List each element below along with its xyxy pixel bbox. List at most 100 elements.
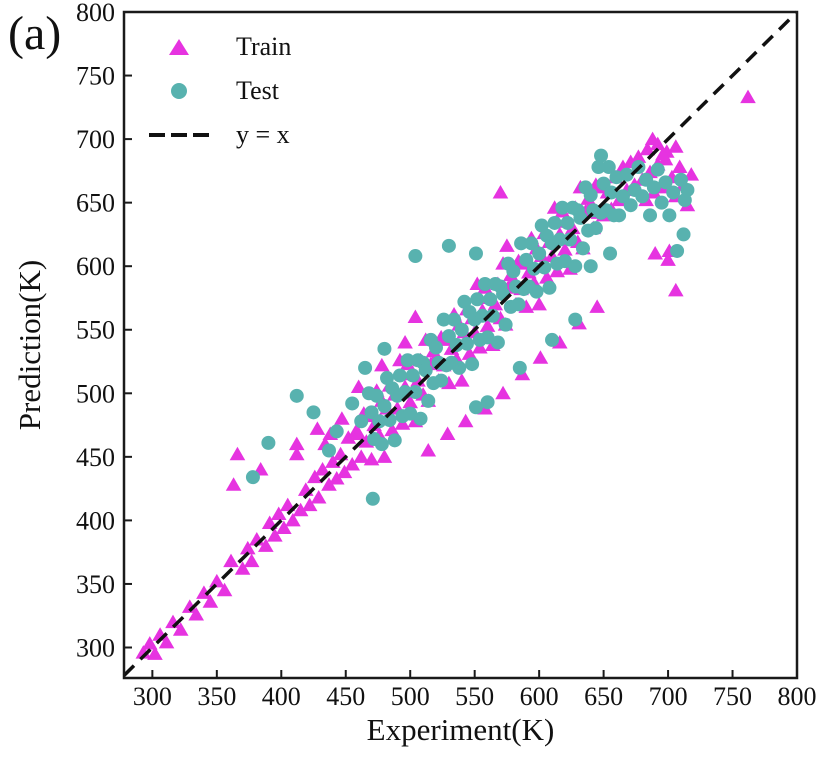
train-point: [660, 252, 676, 266]
train-point: [202, 594, 219, 608]
train-point: [647, 245, 663, 260]
train-point: [258, 538, 274, 552]
test-point: [429, 340, 444, 355]
y-axis-label: Prediction(K): [12, 259, 47, 431]
test-point: [654, 195, 669, 210]
dashed-line-icon: [148, 133, 210, 137]
test-point: [354, 414, 369, 429]
test-point: [372, 414, 387, 429]
test-point: [604, 185, 619, 200]
test-point: [418, 363, 433, 378]
y-tick-label: 650: [76, 189, 115, 218]
test-point: [477, 276, 492, 291]
test-point: [619, 167, 634, 182]
test-point: [483, 292, 498, 307]
test-point: [514, 236, 529, 251]
test-point: [526, 261, 541, 276]
test-point: [542, 280, 557, 295]
test-point: [400, 353, 415, 368]
train-point: [363, 451, 380, 466]
train-point: [321, 477, 337, 491]
test-point: [441, 238, 456, 253]
train-point: [225, 477, 242, 491]
test-point: [512, 360, 527, 375]
x-tick-label: 500: [391, 682, 430, 711]
test-point: [568, 259, 583, 274]
test-point: [670, 243, 685, 258]
train-point: [531, 296, 547, 311]
train-point: [307, 469, 323, 484]
test-point: [532, 246, 547, 261]
test-point: [436, 312, 451, 327]
test-point: [369, 388, 384, 403]
test-point: [563, 232, 578, 247]
test-point: [545, 332, 560, 347]
train-marker-icon: [148, 39, 210, 55]
legend-item-test: Test: [148, 69, 291, 113]
test-point: [413, 411, 428, 426]
test-point: [547, 215, 562, 230]
x-tick-label: 400: [262, 682, 301, 711]
train-point: [655, 146, 671, 161]
y-tick-label: 300: [76, 633, 115, 662]
test-point: [329, 424, 344, 439]
test-point: [666, 185, 681, 200]
train-point: [384, 422, 400, 437]
test-point: [468, 400, 483, 415]
x-axis-label: Experiment(K): [366, 712, 555, 747]
test-marker-icon: [148, 83, 210, 99]
train-point: [457, 413, 474, 428]
test-point: [603, 246, 618, 261]
train-point: [216, 582, 233, 597]
test-point: [588, 221, 603, 236]
test-point: [358, 360, 373, 375]
test-point: [345, 396, 360, 411]
train-point: [492, 184, 509, 199]
train-point: [181, 599, 198, 613]
test-point: [511, 297, 526, 312]
plot-frame: [122, 10, 799, 680]
train-point: [270, 506, 287, 521]
test-point: [591, 160, 606, 175]
test-point: [480, 395, 495, 410]
legend-label-test: Test: [236, 76, 279, 105]
test-point: [459, 336, 474, 351]
test-point: [465, 357, 480, 372]
train-point: [420, 442, 437, 457]
test-point: [623, 198, 638, 213]
panel-label: (a): [8, 7, 62, 60]
test-point: [583, 259, 598, 274]
train-point: [292, 502, 309, 517]
test-point: [421, 393, 436, 408]
legend-item-identity-line: y = x: [148, 113, 291, 157]
y-tick-label: 450: [76, 443, 115, 472]
test-point: [555, 200, 570, 215]
train-point: [314, 462, 331, 476]
x-tick-label: 750: [713, 682, 752, 711]
train-point: [196, 585, 212, 599]
train-point: [589, 299, 605, 313]
test-point: [560, 215, 575, 230]
test-point: [485, 308, 500, 323]
train-point: [234, 561, 251, 575]
train-point: [310, 490, 327, 504]
train-point: [334, 411, 350, 425]
train-point: [407, 309, 424, 324]
train-point: [239, 540, 256, 555]
train-point: [158, 634, 175, 649]
x-tick-label: 800: [778, 682, 817, 711]
test-point: [408, 249, 423, 264]
test-point: [643, 208, 658, 223]
train-point: [223, 553, 239, 568]
train-point: [402, 394, 419, 409]
train-point: [671, 159, 688, 174]
x-tick-label: 700: [649, 682, 688, 711]
train-point: [644, 131, 661, 146]
train-point: [374, 357, 390, 372]
train-point: [328, 470, 345, 485]
y-tick-label: 700: [76, 125, 115, 154]
train-point: [668, 139, 684, 153]
train-point: [376, 449, 393, 463]
test-point: [387, 433, 402, 448]
x-tick-label: 600: [520, 682, 559, 711]
